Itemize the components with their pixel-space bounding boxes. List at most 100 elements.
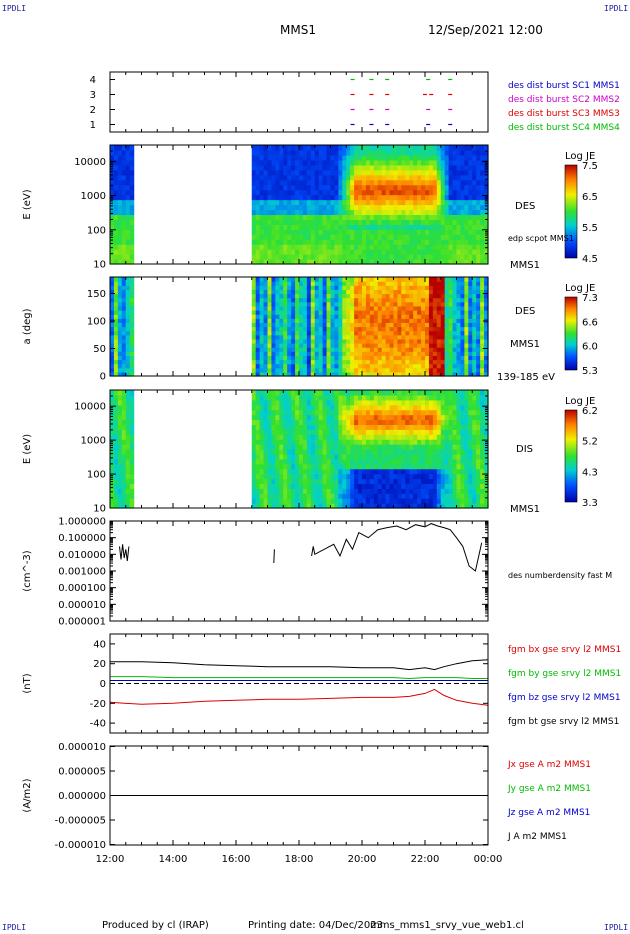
heatmap-cell xyxy=(129,468,135,475)
heatmap-cell xyxy=(125,209,131,216)
heatmap-cell xyxy=(326,444,332,450)
heatmap-cell xyxy=(385,169,391,176)
heatmap-cell xyxy=(421,199,426,206)
heatmap-cell xyxy=(326,478,332,485)
heatmap-cell xyxy=(306,449,312,455)
heatmap-cell xyxy=(121,285,127,290)
heatmap-cell xyxy=(362,453,367,460)
heatmap-cell xyxy=(358,449,363,455)
heatmap-cell xyxy=(267,439,273,445)
heatmap-cell xyxy=(322,444,328,450)
heatmap-cell xyxy=(334,310,339,315)
heatmap-cell xyxy=(358,281,363,286)
heatmap-cell xyxy=(369,314,375,319)
heatmap-cell xyxy=(456,174,462,181)
heatmap-cell xyxy=(452,343,458,348)
heatmap-cell xyxy=(476,239,481,245)
heatmap-cell xyxy=(369,310,375,315)
heatmap-cell xyxy=(271,473,276,480)
heatmap-cell xyxy=(397,439,402,445)
heatmap-cell xyxy=(377,293,383,299)
heatmap-cell xyxy=(334,277,339,282)
heatmap-cell xyxy=(295,468,300,475)
heatmap-cell xyxy=(346,468,351,475)
heatmap-cell xyxy=(350,214,355,220)
heatmap-cell xyxy=(121,449,127,455)
heatmap-cell xyxy=(287,394,292,401)
heatmap-cell xyxy=(480,199,485,206)
heatmap-cell xyxy=(421,394,426,401)
heatmap-cell xyxy=(460,330,465,336)
heatmap-cell xyxy=(259,318,265,323)
heatmap-cell xyxy=(322,468,328,475)
heatmap-cell xyxy=(421,367,426,373)
heatmap-cell xyxy=(389,439,395,445)
heatmap-cell xyxy=(350,234,355,240)
heatmap-cell xyxy=(330,285,336,290)
heatmap-cell xyxy=(306,458,312,465)
heatmap-cell xyxy=(299,318,304,323)
heatmap-cell xyxy=(129,351,135,356)
heatmap-cell xyxy=(448,322,454,328)
heatmap-cell xyxy=(401,259,406,265)
heatmap-cell xyxy=(393,234,399,240)
heatmap-cell xyxy=(113,297,119,303)
heatmap-cell xyxy=(279,239,284,245)
heatmap-cell xyxy=(432,347,438,352)
heatmap-cell xyxy=(283,145,288,151)
heatmap-cell xyxy=(330,390,336,396)
heatmap-cell xyxy=(425,498,430,504)
heatmap-cell xyxy=(436,224,442,230)
heatmap-cell xyxy=(425,314,430,319)
heatmap-cell xyxy=(440,478,446,485)
heatmap-cell xyxy=(113,149,119,156)
heatmap-cell xyxy=(295,367,300,373)
heatmap-cell xyxy=(350,503,355,509)
heatmap-cell xyxy=(397,338,402,344)
heatmap-cell xyxy=(275,404,280,411)
heatmap-cell xyxy=(338,224,343,230)
heatmap-cell xyxy=(409,414,414,421)
heatmap-cell xyxy=(448,434,454,440)
heatmap-cell xyxy=(381,149,387,156)
heatmap-cell xyxy=(302,371,308,377)
heatmap-cell xyxy=(464,478,469,485)
heatmap-cell xyxy=(397,174,402,181)
heatmap-cell xyxy=(436,326,442,332)
heatmap-cell xyxy=(468,194,473,201)
heatmap-cell xyxy=(306,478,312,485)
heatmap-cell xyxy=(279,322,284,328)
heatmap-cell xyxy=(460,503,465,509)
heatmap-cell xyxy=(287,159,292,166)
heatmap-cell xyxy=(295,371,300,377)
heatmap-cell xyxy=(125,199,131,206)
heatmap-cell xyxy=(318,219,324,225)
heatmap-cell xyxy=(334,281,339,286)
heatmap-cell xyxy=(468,322,473,328)
heatmap-cell xyxy=(302,343,308,348)
heatmap-cell xyxy=(452,473,458,480)
heatmap-cell xyxy=(334,199,339,206)
heatmap-cell xyxy=(251,434,257,440)
heatmap-cell xyxy=(369,234,375,240)
heatmap-cell xyxy=(279,301,284,307)
heatmap-cell xyxy=(275,289,280,295)
heatmap-cell xyxy=(326,429,332,435)
heatmap-cell xyxy=(440,439,446,445)
heatmap-cell xyxy=(409,219,414,225)
heatmap-cell xyxy=(346,453,351,460)
heatmap-cell xyxy=(484,249,489,255)
heatmap-cell xyxy=(113,234,119,240)
heatmap-cell xyxy=(401,194,406,201)
heatmap-cell xyxy=(299,234,304,240)
heatmap-cell xyxy=(326,219,332,225)
heatmap-cell xyxy=(354,301,359,307)
heatmap-cell xyxy=(299,184,304,191)
heatmap-cell xyxy=(283,503,288,509)
heatmap-cell xyxy=(299,174,304,181)
heatmap-cell xyxy=(295,463,300,470)
heatmap-cell xyxy=(409,224,414,230)
panel-frame-burst xyxy=(109,71,489,133)
heatmap-cell xyxy=(444,281,450,286)
heatmap-cell xyxy=(350,439,355,445)
